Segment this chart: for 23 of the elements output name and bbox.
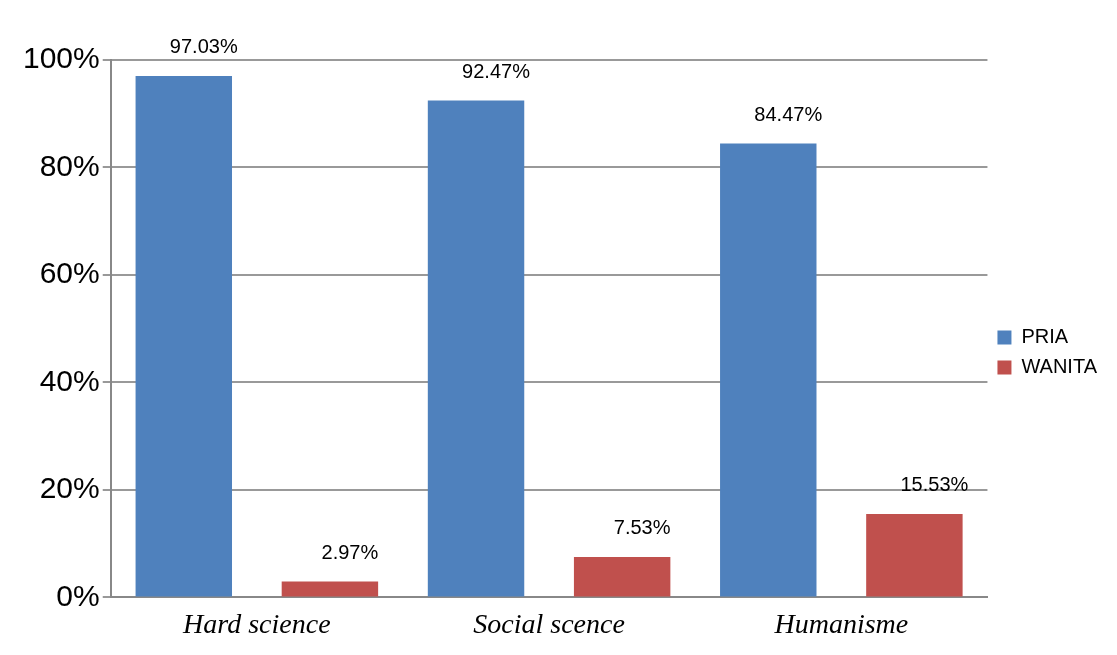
- data-label: 84.47%: [754, 102, 823, 125]
- data-label: 7.53%: [613, 516, 671, 539]
- bar: [720, 143, 817, 597]
- legend-label: WANITA: [1021, 355, 1098, 378]
- y-tick-label: 60%: [39, 256, 100, 290]
- bar: [281, 581, 379, 597]
- y-tick-label: 40%: [39, 363, 100, 397]
- y-tick-label: 80%: [39, 148, 100, 182]
- data-label: 2.97%: [321, 540, 379, 563]
- bar: [427, 100, 525, 597]
- y-tick-label: 20%: [39, 471, 100, 505]
- legend-label: PRIA: [1021, 325, 1069, 348]
- x-tick-label: Humanisme: [773, 607, 909, 639]
- bar: [866, 513, 963, 597]
- x-tick-label: Social scence: [473, 607, 625, 639]
- y-tick-label: 0%: [56, 578, 100, 612]
- y-tick-label: 100%: [22, 41, 100, 75]
- data-label: 92.47%: [462, 59, 531, 82]
- bar: [135, 75, 233, 597]
- bar: [573, 556, 671, 597]
- data-label: 15.53%: [900, 473, 969, 496]
- x-tick-label: Hard science: [182, 607, 331, 639]
- data-label: 97.03%: [169, 35, 238, 58]
